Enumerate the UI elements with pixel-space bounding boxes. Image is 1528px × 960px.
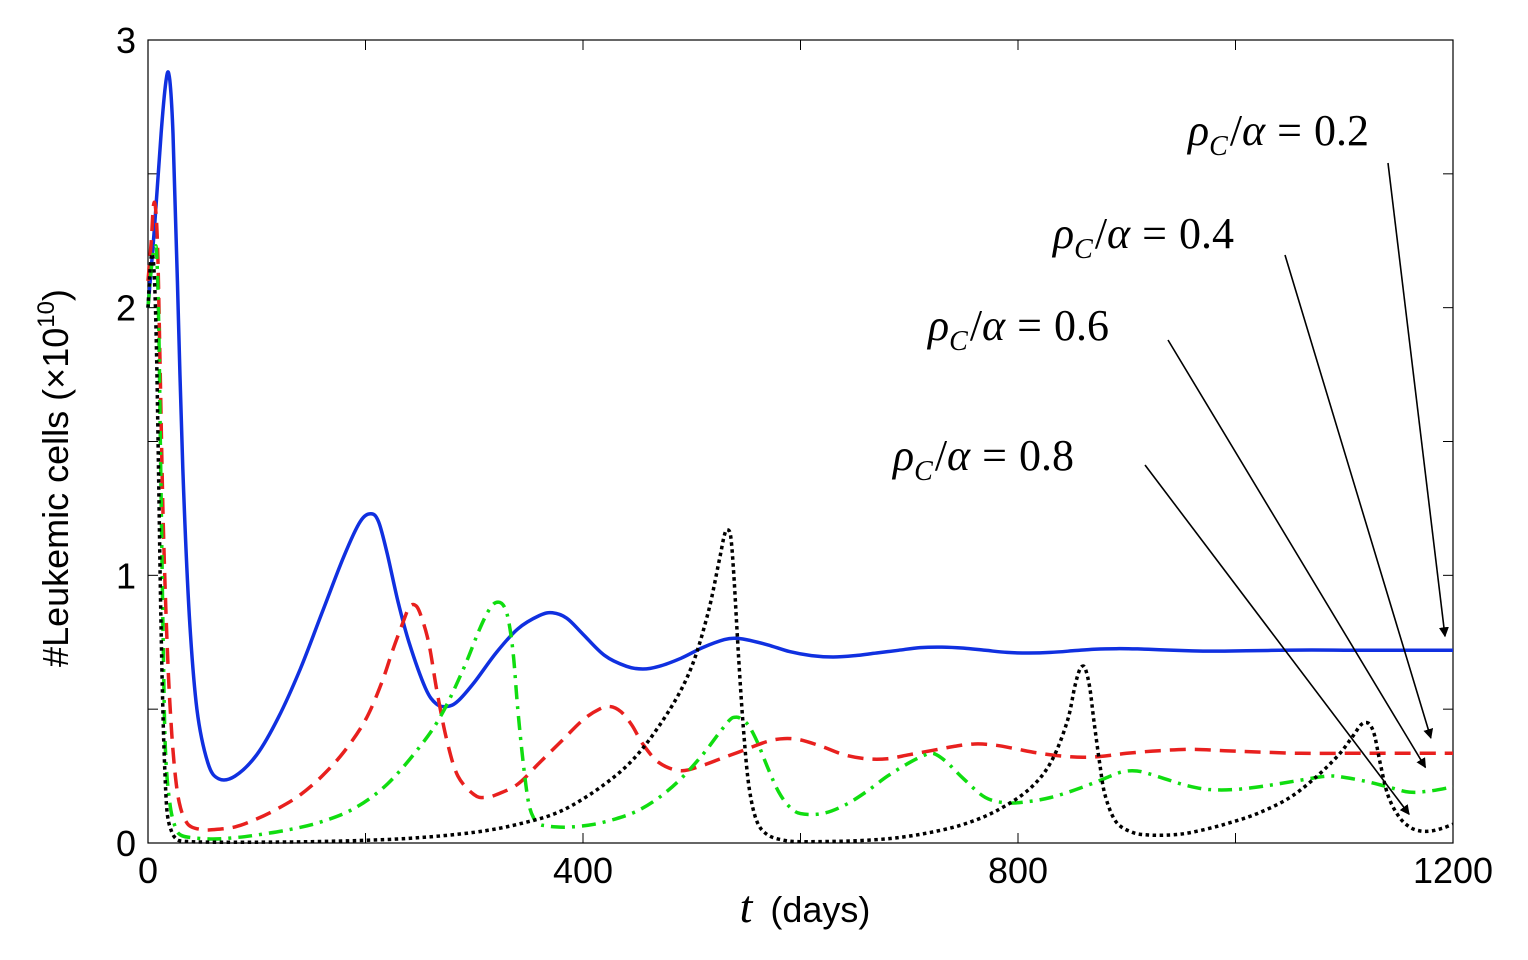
- annotation-rho-0-6: ρC/α = 0.6: [926, 301, 1427, 769]
- annotation-arrow: [1144, 464, 1410, 816]
- y-tick-label: 2: [116, 288, 136, 329]
- series-line-rho-0-8: [146, 251, 1454, 845]
- series-line-rho-0-4: [146, 200, 1453, 832]
- axis-ticks: [147, 39, 1454, 844]
- x-axis-title: t (days): [740, 881, 871, 932]
- x-tick-label: 1200: [1413, 850, 1493, 891]
- series-layer: [146, 70, 1454, 845]
- series-line-rho-0-6: [146, 244, 1454, 841]
- y-tick-label: 3: [116, 20, 136, 61]
- annotation-label: ρC/α = 0.6: [926, 301, 1109, 357]
- x-tick-label: 800: [988, 850, 1048, 891]
- axis-tick-labels: 0 400 800 1200 0 1 2 3: [116, 20, 1493, 891]
- annotation-arrow: [1284, 254, 1434, 739]
- y-axis-label: #Leukemic cells (×10: [35, 328, 76, 667]
- x-tick-label: 0: [138, 850, 158, 891]
- annotation-arrow: [1167, 339, 1427, 769]
- annotation-layer: ρC/α = 0.2 ρC/α = 0.4 ρC/α = 0.6 ρC/α = 0.8: [891, 106, 1449, 816]
- x-axis-variable: t: [740, 881, 754, 932]
- annotation-label: ρC/α = 0.8: [891, 431, 1074, 487]
- y-tick-label: 0: [116, 823, 136, 864]
- x-axis-unit: (days): [770, 889, 870, 930]
- annotation-rho-0-8: ρC/α = 0.8: [891, 431, 1410, 816]
- annotation-label: ρC/α = 0.4: [1051, 209, 1234, 265]
- y-tick-label: 1: [116, 555, 136, 596]
- annotation-rho-0-2: ρC/α = 0.2: [1186, 106, 1449, 638]
- annotation-arrow: [1387, 162, 1449, 638]
- y-axis-close: ): [35, 289, 76, 301]
- plot-frame: [147, 39, 1454, 844]
- series-line-rho-0-2: [146, 70, 1453, 782]
- annotation-label: ρC/α = 0.2: [1186, 106, 1369, 162]
- x-tick-label: 400: [553, 850, 613, 891]
- annotation-rho-0-4: ρC/α = 0.4: [1051, 209, 1434, 739]
- y-axis-title: #Leukemic cells (×1010): [33, 289, 76, 667]
- y-axis-exponent: 10: [33, 301, 60, 328]
